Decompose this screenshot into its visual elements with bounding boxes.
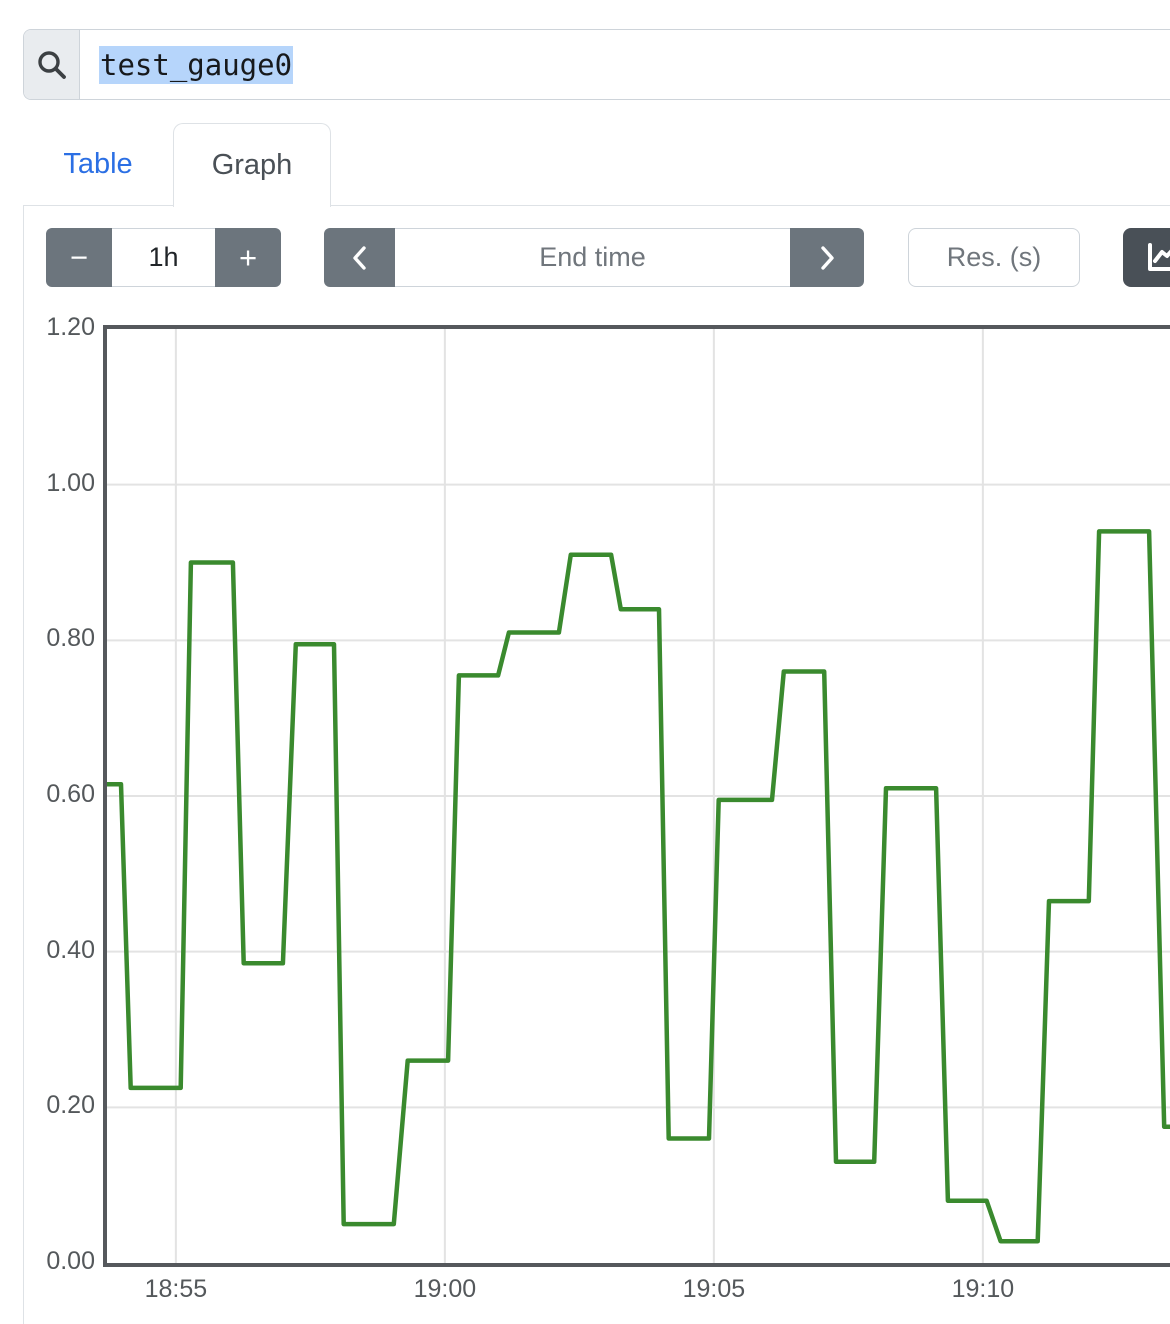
range-decrease-button[interactable]: −	[46, 228, 112, 287]
resolution-input[interactable]	[908, 228, 1080, 287]
tab-table[interactable]: Table	[63, 148, 133, 180]
tab-graph[interactable]: Graph	[173, 123, 331, 207]
chevron-right-icon	[821, 245, 834, 270]
line-chart-icon	[1148, 242, 1170, 271]
chevron-left-icon	[352, 245, 366, 270]
y-tick-label: 0.60	[46, 780, 95, 808]
panel-border	[23, 205, 24, 1324]
end-time-forward-button[interactable]	[790, 228, 864, 287]
panel-border	[331, 205, 1170, 206]
range-input[interactable]	[112, 228, 215, 287]
y-tick-label: 1.00	[46, 468, 95, 497]
y-tick-label: 0.40	[46, 935, 95, 964]
search-icon	[37, 50, 66, 79]
x-tick-label: 18:55	[144, 1275, 208, 1303]
expression-input[interactable]: test_gauge0	[80, 30, 1170, 99]
y-tick-label: 0.80	[46, 624, 95, 653]
graph-svg	[107, 329, 1170, 1263]
end-time-back-button[interactable]	[324, 228, 395, 287]
end-time-input[interactable]	[395, 228, 790, 287]
y-tick-label: 0.20	[46, 1091, 95, 1120]
x-tick-label: 19:05	[682, 1275, 746, 1303]
y-tick-label: 1.20	[46, 313, 95, 341]
y-tick-label: 0.00	[46, 1247, 95, 1275]
x-tick-label: 19:10	[951, 1275, 1015, 1303]
selected-expression-text: test_gauge0	[99, 45, 294, 84]
search-addon	[24, 30, 80, 99]
stacked-graph-toggle-button[interactable]	[1123, 228, 1170, 287]
graph-plot-area[interactable]	[103, 325, 1170, 1267]
x-tick-label: 19:00	[413, 1275, 477, 1303]
range-increase-button[interactable]: +	[215, 228, 281, 287]
panel-border	[23, 205, 173, 206]
expression-input-group: test_gauge0	[23, 29, 1170, 100]
series-line	[107, 529, 1170, 1244]
